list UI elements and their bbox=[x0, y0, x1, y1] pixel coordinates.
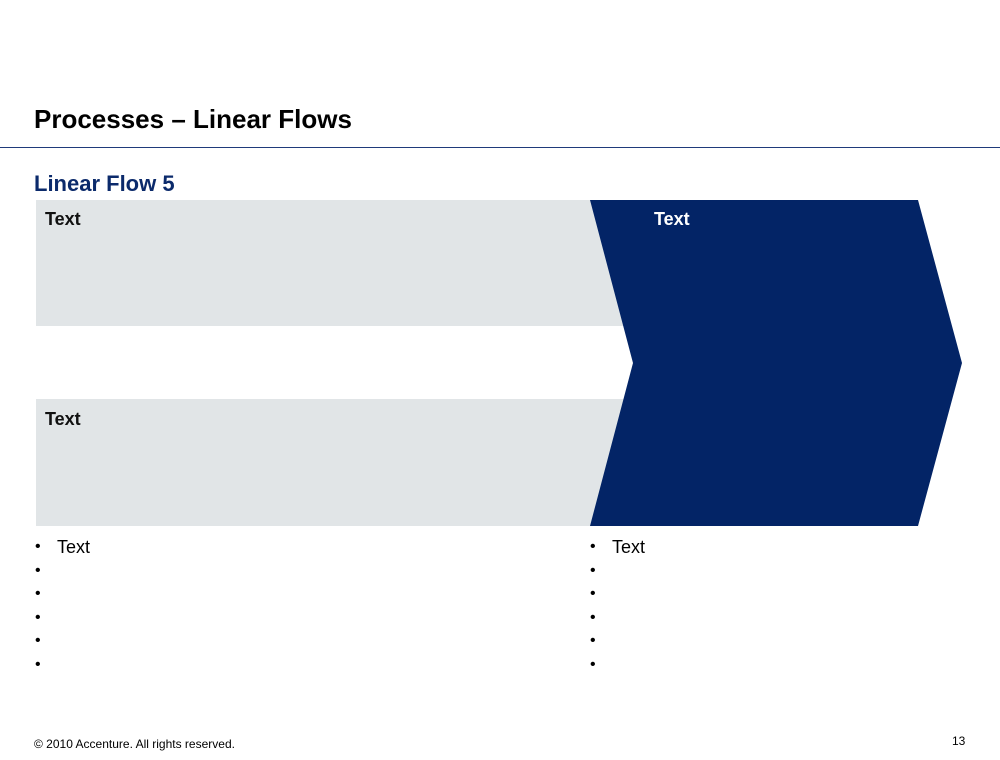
page-number: 13 bbox=[952, 734, 966, 748]
bullet-item bbox=[590, 630, 970, 654]
top-gray-box bbox=[36, 200, 636, 326]
bullet-item: Text bbox=[590, 536, 970, 560]
right-bullet-list: Text bbox=[590, 536, 970, 678]
bullet-item bbox=[590, 607, 970, 631]
chevron-label: Text bbox=[654, 209, 690, 229]
left-bullet-list: Text bbox=[35, 536, 535, 678]
title-divider bbox=[0, 147, 1000, 148]
bullet-item bbox=[35, 607, 535, 631]
bullet-item bbox=[35, 560, 535, 584]
bottom-box-label: Text bbox=[45, 409, 81, 429]
copyright-footer: © 2010 Accenture. All rights reserved. bbox=[34, 737, 235, 751]
bullet-item bbox=[35, 630, 535, 654]
slide-subtitle: Linear Flow 5 bbox=[34, 171, 175, 196]
bottom-gray-box bbox=[36, 399, 636, 526]
top-box-label: Text bbox=[45, 209, 81, 229]
bullet-item bbox=[590, 560, 970, 584]
bullet-item bbox=[590, 583, 970, 607]
bullet-item bbox=[35, 583, 535, 607]
bullet-item bbox=[35, 654, 535, 678]
bullet-item bbox=[590, 654, 970, 678]
bullet-item: Text bbox=[35, 536, 535, 560]
chevron-shape bbox=[590, 200, 962, 526]
slide-title: Processes – Linear Flows bbox=[34, 104, 352, 134]
